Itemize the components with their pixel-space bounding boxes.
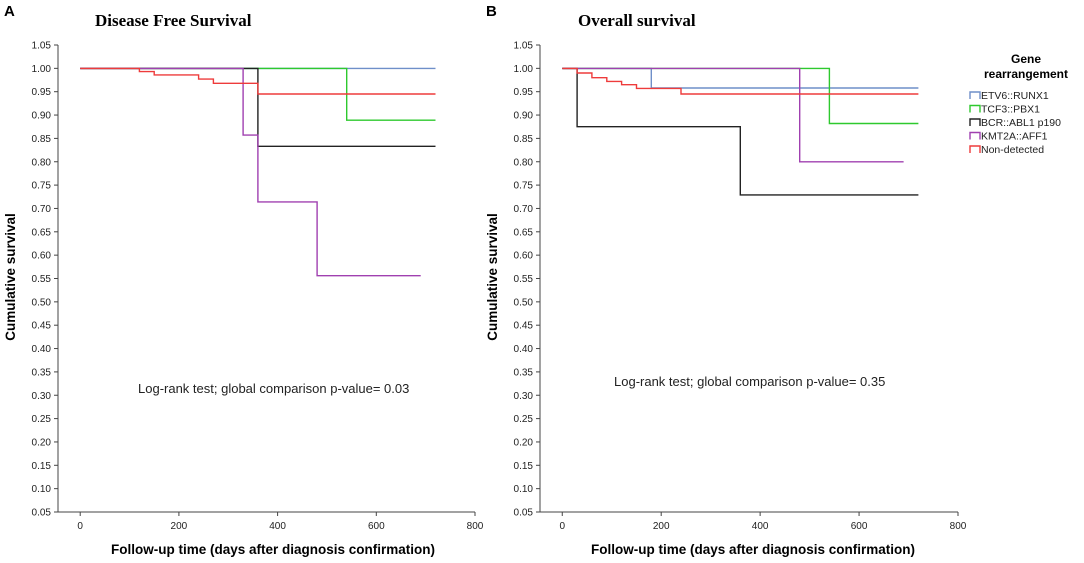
legend-swatch-bcr-abl1-p190 xyxy=(969,118,981,126)
panel-a-y-tick-label: 0.05 xyxy=(32,508,52,519)
panel-a-curve-kmt2a-aff1 xyxy=(80,67,421,277)
legend-label-non-detected: Non-detected xyxy=(981,144,1044,156)
panel-b-x-tick-label: 200 xyxy=(653,521,670,532)
panel-b-y-tick-label: 0.55 xyxy=(514,274,534,285)
panel-b-x-tick-label: 600 xyxy=(851,521,868,532)
panel-a-y-tick-label: 1.05 xyxy=(32,41,52,52)
panel-b-x-tick-label: 400 xyxy=(752,521,769,532)
panel-a-x-tick-label: 0 xyxy=(77,521,83,532)
panel-a-y-tick-label: 0.65 xyxy=(32,227,52,238)
panel-b-y-tick-label: 0.65 xyxy=(514,227,534,238)
panel-a-y-tick-label: 0.95 xyxy=(32,87,52,98)
panel-a-y-tick-label: 0.75 xyxy=(32,181,52,192)
panel-b-curve-kmt2a-aff1 xyxy=(562,67,904,163)
panel-a-y-tick-label: 0.80 xyxy=(32,157,52,168)
panel-b-y-tick-label: 0.80 xyxy=(514,157,534,168)
panel-a-y-axis-title: Cumulative survival xyxy=(3,213,18,341)
panel-a-y-tick-label: 0.30 xyxy=(32,391,52,402)
panel-b-x-axis-title: Follow-up time (days after diagnosis con… xyxy=(591,542,915,557)
panel-b-y-tick-label: 0.75 xyxy=(514,181,534,192)
panel-a-y-tick-label: 0.60 xyxy=(32,251,52,262)
legend-swatch-kmt2a-aff1 xyxy=(969,131,981,140)
panel-letter-b: B xyxy=(486,3,497,20)
legend-label-bcr-abl1-p190: BCR::ABL1 p190 xyxy=(981,117,1061,129)
legend-swatch-etv6-runx1 xyxy=(969,91,981,99)
panel-a-y-tick-label: 0.55 xyxy=(32,274,52,285)
panel-a: A Disease Free Survival 0.05 0.10 0.15 0.20… xyxy=(3,3,484,557)
panel-a-y-tick-label: 0.70 xyxy=(32,204,52,215)
panel-a-x-tick-label: 400 xyxy=(269,521,286,532)
panel-b-ticks: 0.05 0.10 0.15 0.20 0.25 0.30 0.35 0.40 0.45 0.50… xyxy=(514,41,967,533)
panel-a-y-tick-label: 1.00 xyxy=(32,64,52,75)
panel-b-y-tick-label: 0.50 xyxy=(514,297,534,308)
panel-b-y-tick-label: 0.90 xyxy=(514,111,534,122)
panel-a-x-tick-label: 600 xyxy=(368,521,385,532)
panel-a-y-tick-label: 0.40 xyxy=(32,344,52,355)
panel-a-logrank-annotation: Log-rank test; global comparison p-value… xyxy=(138,381,409,396)
panel-b-curve-etv6-runx1 xyxy=(562,67,919,89)
panel-a-x-axis-title: Follow-up time (days after diagnosis con… xyxy=(111,542,435,557)
legend-swatch-non-detected xyxy=(969,145,981,153)
panel-b: B Overall survival 0.050.100.150.200.250… xyxy=(485,3,967,557)
panel-b-logrank-annotation: Log-rank test; global comparison p-value… xyxy=(614,374,885,389)
panel-a-x-tick-label: 800 xyxy=(467,521,484,532)
panel-a-y-tick-label: 0.45 xyxy=(32,321,52,332)
panel-b-title: Overall survival xyxy=(578,11,696,30)
legend-label-kmt2a-aff1: KMT2A::AFF1 xyxy=(981,131,1048,143)
panel-b-curve-tcf3-pbx1 xyxy=(562,67,919,125)
panel-b-y-tick-label: 0.40 xyxy=(514,344,534,355)
panel-b-y-tick-label: 0.70 xyxy=(514,204,534,215)
panel-a-y-tick-label: 0.15 xyxy=(32,461,52,472)
panel-b-y-axis-title: Cumulative survival xyxy=(485,213,500,341)
panel-b-y-tick-label: 0.45 xyxy=(514,321,534,332)
panel-b-curve-non-detected xyxy=(562,67,919,95)
panel-b-x-tick-label: 800 xyxy=(950,521,967,532)
panel-a-y-tick-label: 0.10 xyxy=(32,484,52,495)
panel-a-title: Disease Free Survival xyxy=(95,11,252,30)
panel-b-y-tick-label: 0.15 xyxy=(514,461,534,472)
legend-label-etv6-runx1: ETV6::RUNX1 xyxy=(981,90,1049,102)
panel-a-curves xyxy=(80,67,436,277)
panel-b-x-tick-label: 0 xyxy=(559,521,565,532)
legend-swatch-tcf3-pbx1 xyxy=(969,104,981,113)
panel-a-y-tick-label: 0.90 xyxy=(32,111,52,122)
panel-b-y-tick-label: 0.95 xyxy=(514,87,534,98)
panel-b-y-tick-label: 1.00 xyxy=(514,64,534,75)
panel-b-y-tick-label: 0.05 xyxy=(514,508,534,519)
panel-b-y-tick-label: 0.35 xyxy=(514,367,534,378)
panel-a-y-tick-label: 0.35 xyxy=(32,367,52,378)
panel-b-curves xyxy=(562,67,919,196)
panel-a-curve-non-detected xyxy=(80,67,436,95)
panel-a-x-tick-label: 200 xyxy=(171,521,188,532)
panel-b-y-tick-label: 0.60 xyxy=(514,251,534,262)
legend-title-line1: Gene xyxy=(1011,52,1041,66)
panel-b-y-tick-label: 0.10 xyxy=(514,484,534,495)
legend-label-tcf3-pbx1: TCF3::PBX1 xyxy=(981,104,1040,116)
panel-a-y-tick-label: 0.50 xyxy=(32,297,52,308)
legend-title-line2: rearrangement xyxy=(984,67,1068,81)
panel-b-y-tick-label: 0.20 xyxy=(514,437,534,448)
panel-letter-a: A xyxy=(4,3,15,20)
panel-a-y-tick-label: 0.85 xyxy=(32,134,52,145)
panel-b-y-tick-label: 0.85 xyxy=(514,134,534,145)
legend: Gene rearrangement ETV6::RUNX1TCF3::PBX1… xyxy=(969,52,1068,156)
panel-b-y-tick-label: 0.25 xyxy=(514,414,534,425)
panel-b-y-tick-label: 0.30 xyxy=(514,391,534,402)
panel-a-ticks: 0.05 0.10 0.15 0.20 0.25 0.30 0.35 0.40 0.45 0.50… xyxy=(32,41,484,533)
panel-b-y-tick-label: 1.05 xyxy=(514,41,534,52)
panel-a-y-tick-label: 0.20 xyxy=(32,437,52,448)
panel-a-y-tick-label: 0.25 xyxy=(32,414,52,425)
